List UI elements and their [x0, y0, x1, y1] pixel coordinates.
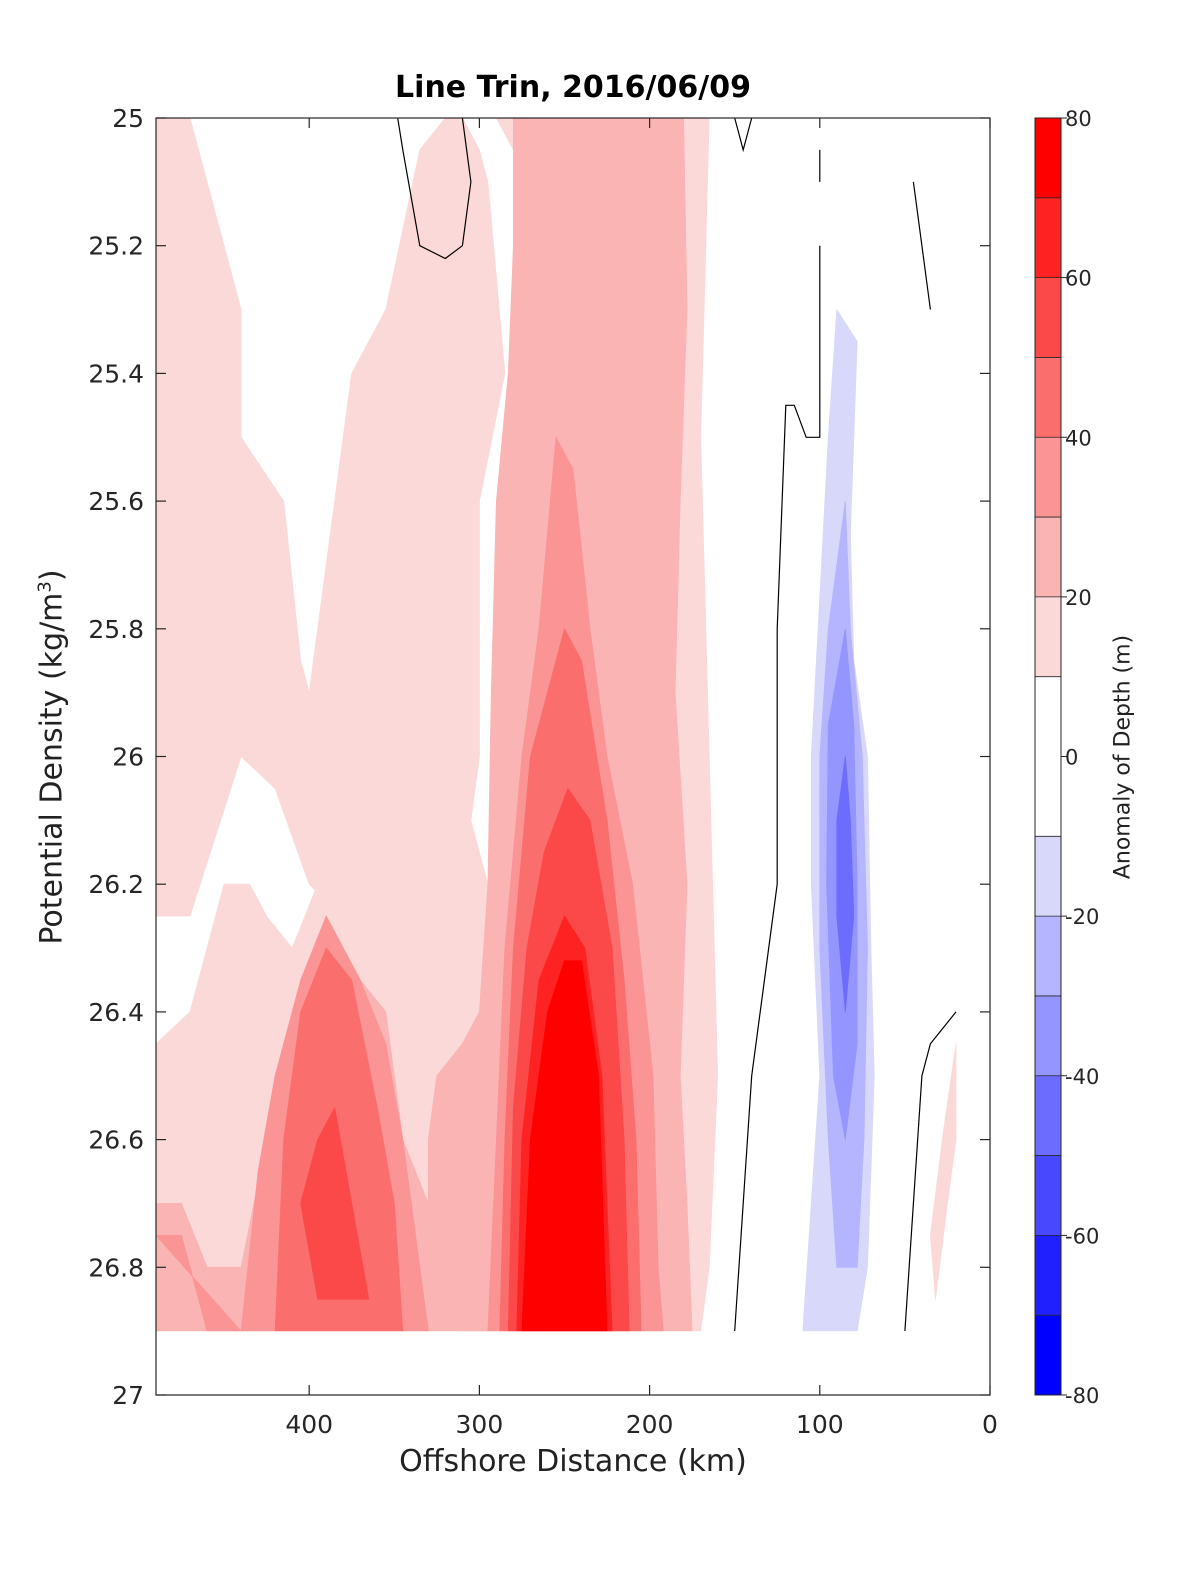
colorbar-band	[1035, 1235, 1061, 1316]
colorbar-band	[1035, 357, 1061, 438]
colorbar-band	[1035, 676, 1061, 837]
x-tick-label: 400	[285, 1410, 333, 1439]
y-axis-label: Potential Density (kg/m3)	[34, 569, 70, 945]
y-tick-label: 25.2	[88, 232, 144, 261]
colorbar-tick-label: 0	[1065, 746, 1078, 770]
zero-contour-line-1	[734, 118, 753, 153]
y-tick-label: 27	[112, 1381, 144, 1410]
colorbar-band	[1035, 836, 1061, 917]
x-tick-label: 0	[982, 1410, 998, 1439]
y-tick-label: 26.6	[88, 1126, 144, 1155]
contour-fill-group	[156, 118, 970, 1332]
zero-contour-line-5	[904, 1011, 957, 1332]
x-axis-label: Offshore Distance (km)	[399, 1444, 747, 1479]
contour-region-14	[955, 596, 970, 853]
colorbar-band	[1035, 197, 1061, 278]
y-tick-label: 25.4	[88, 359, 144, 388]
colorbar-tick-label: 80	[1065, 107, 1092, 131]
colorbar-band	[1035, 118, 1061, 198]
colorbar-band	[1035, 1315, 1061, 1395]
y-tick-label: 25	[112, 104, 144, 133]
y-tick-label: 26.4	[88, 998, 144, 1027]
colorbar-label: Anomaly of Depth (m)	[1110, 634, 1136, 880]
contour-region-0	[156, 118, 506, 949]
colorbar-band	[1035, 517, 1061, 597]
zero-contour-line-4	[912, 181, 931, 310]
y-tick-label: 26.8	[88, 1253, 144, 1282]
contour-region-12	[317, 118, 336, 170]
colorbar-tick-label: -60	[1065, 1224, 1099, 1248]
y-tick-label: 26	[112, 743, 144, 772]
colorbar-tick-label: 40	[1065, 426, 1092, 450]
colorbar-tick-label: 20	[1065, 586, 1092, 610]
colorbar-band	[1035, 437, 1061, 518]
colorbar-tick-label: 60	[1065, 267, 1092, 291]
contour-region-11	[521, 960, 608, 1332]
zero-contour-line-0	[397, 118, 472, 260]
colorbar-band	[1035, 596, 1061, 677]
contour-region-19	[930, 1043, 957, 1300]
y-tick-label: 25.6	[88, 487, 144, 516]
chart-title: Line Trin, 2016/06/09	[395, 70, 751, 105]
colorbar-band	[1035, 1155, 1061, 1236]
zero-contour-line-3	[734, 245, 821, 1332]
y-tick-label: 25.8	[88, 615, 144, 644]
contour-region-18	[836, 756, 855, 1013]
colorbar-band	[1035, 1075, 1061, 1156]
contour-region-9	[300, 1107, 370, 1300]
x-tick-label: 200	[626, 1410, 674, 1439]
colorbar-tick-label: -20	[1065, 905, 1099, 929]
colorbar-band	[1035, 277, 1061, 358]
x-tick-label: 300	[456, 1410, 504, 1439]
x-tick-label: 100	[796, 1410, 844, 1439]
y-tick-label: 26.2	[88, 870, 144, 899]
colorbar-tick-label: -80	[1065, 1384, 1099, 1408]
colorbar-band	[1035, 995, 1061, 1076]
colorbar-tick-label: -40	[1065, 1065, 1099, 1089]
colorbar-band	[1035, 916, 1061, 996]
